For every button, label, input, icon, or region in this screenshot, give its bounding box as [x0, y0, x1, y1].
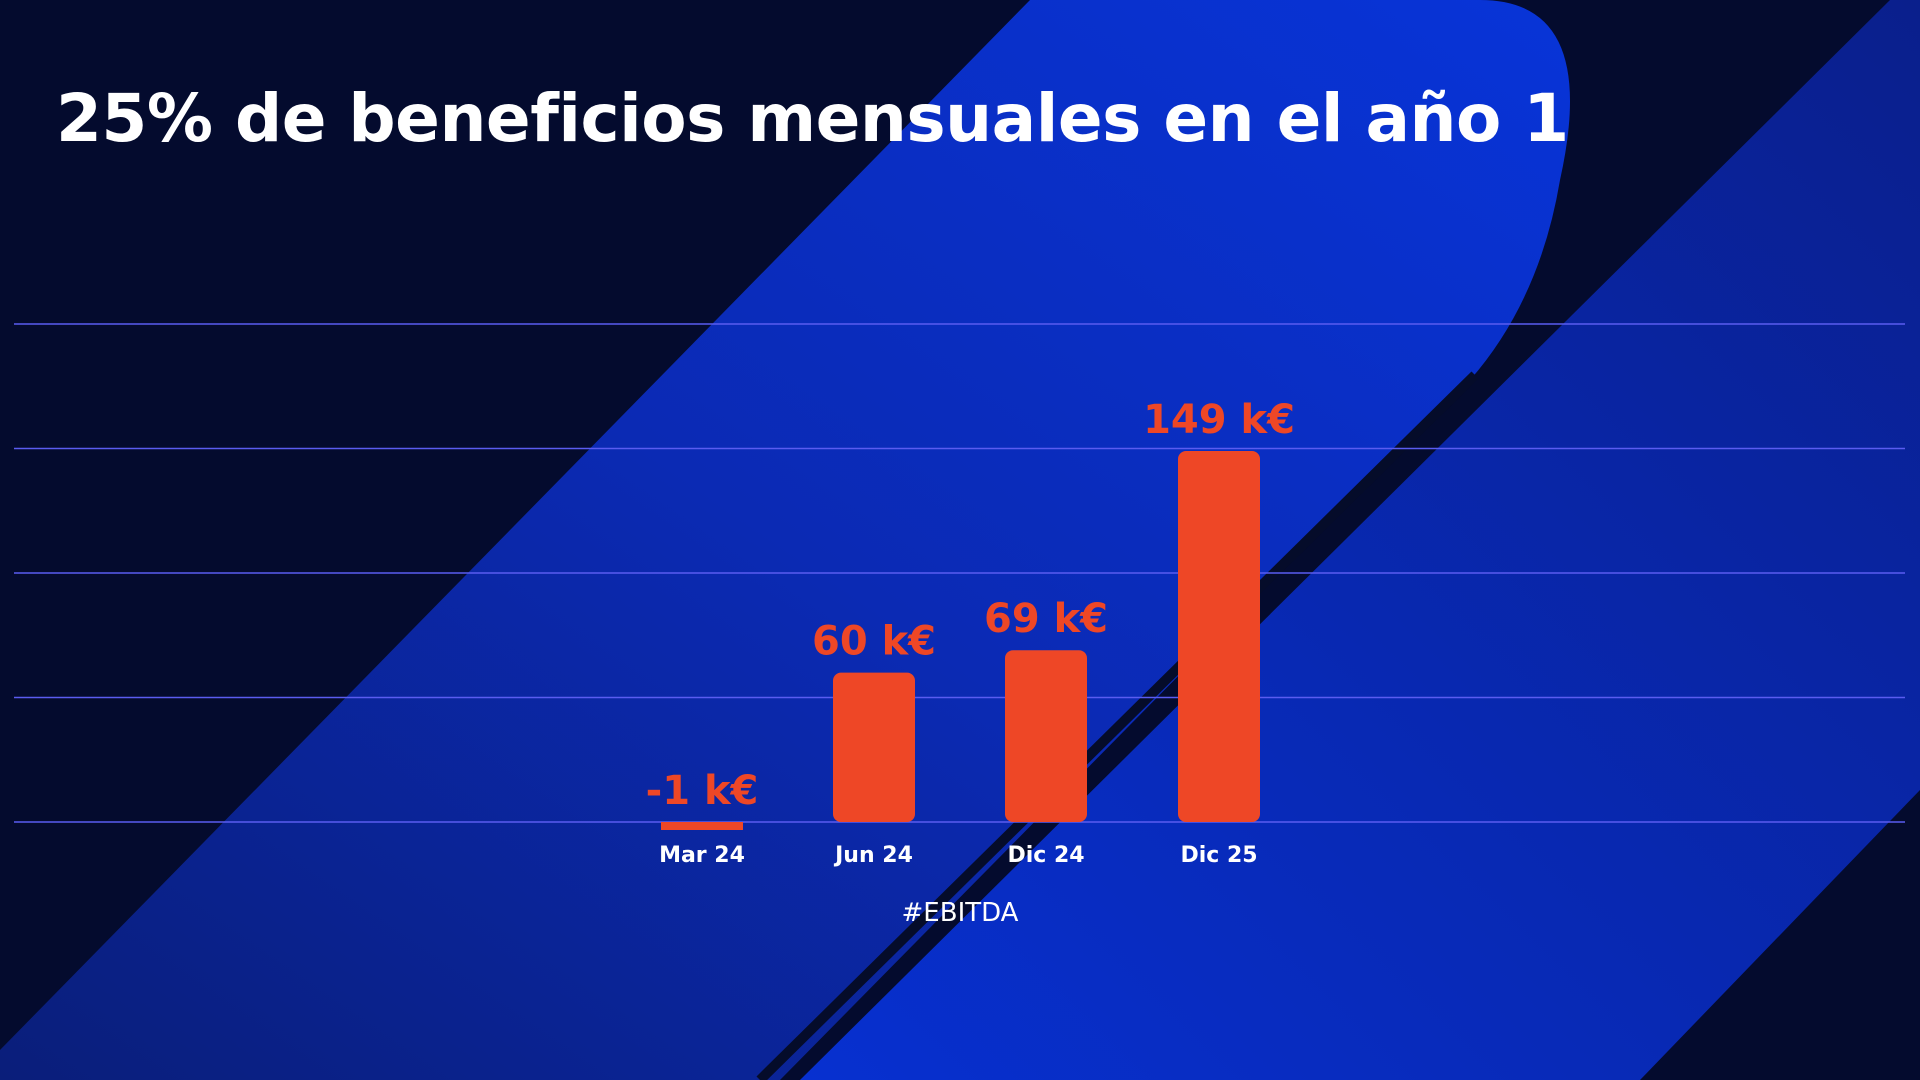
data-label: -1 k€: [646, 768, 759, 814]
x-tick-label: Dic 24: [1007, 843, 1084, 868]
data-label: 69 k€: [984, 596, 1108, 642]
bar-mar-24: [661, 822, 743, 830]
gridlines: [14, 323, 1905, 823]
data-labels: -1 k€ 60 k€ 69 k€ 149 k€: [646, 397, 1295, 814]
bars: [661, 450, 1260, 830]
bar-jun-24: [833, 672, 915, 822]
slide-title: 25% de beneficios mensuales en el año 1: [56, 80, 1569, 157]
x-tick-label: Mar 24: [659, 843, 745, 868]
data-label: 60 k€: [812, 619, 936, 665]
dark-diagonal-line: [756, 371, 1479, 1080]
data-label: 149 k€: [1143, 397, 1295, 443]
diagonal-band-shape: [0, 0, 1570, 1080]
chart-caption: #EBITDA: [901, 898, 1019, 928]
x-tick-labels: Mar 24 Jun 24 Dic 24 Dic 25: [659, 843, 1258, 868]
x-tick-label: Dic 25: [1180, 843, 1257, 868]
bar-dic-24: [1005, 650, 1087, 822]
bar-dic-25: [1178, 450, 1260, 822]
x-tick-label: Jun 24: [833, 843, 913, 868]
